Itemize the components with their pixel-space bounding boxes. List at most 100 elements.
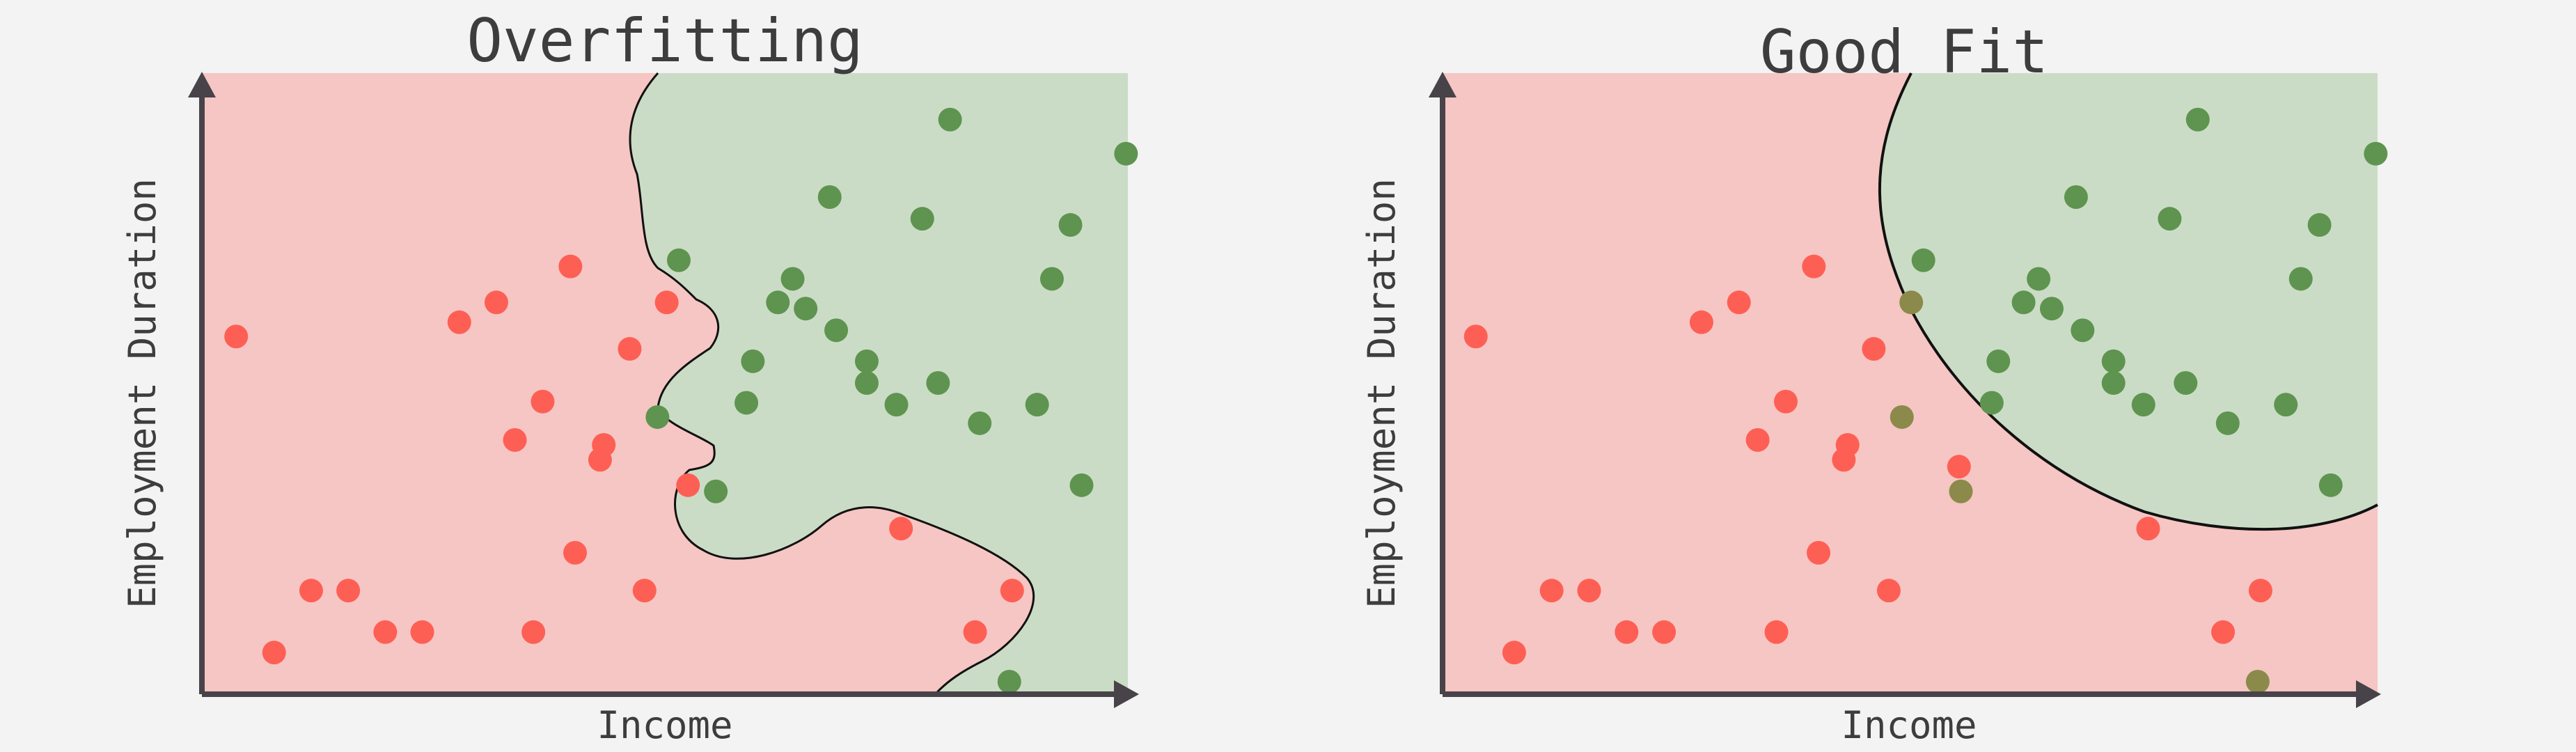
green-data-point [1069,473,1094,497]
green-data-point [766,290,790,315]
red-data-point [531,389,555,414]
green-data-point [854,371,879,395]
green-data-point [741,349,765,373]
olive-data-point [1899,290,1924,315]
panel-good-fit: Good Fit Income Employment Duration [1360,17,2388,747]
red-data-point [632,579,657,603]
red-data-point [1802,254,1826,279]
red-data-point [484,290,508,315]
red-data-point [676,473,700,497]
x-axis-arrow [1114,680,1139,708]
red-data-point [2136,517,2160,541]
green-data-point [1911,248,1935,272]
red-data-point [889,517,913,541]
green-data-point [2185,107,2210,132]
data-points [1463,107,2388,694]
red-data-point [373,620,398,644]
red-data-point [588,448,612,472]
red-data-point [963,620,987,644]
red-data-point [1502,641,1526,665]
red-data-point [521,620,546,644]
green-data-point [854,349,879,373]
red-data-point [1000,579,1024,603]
y-axis-arrow [1429,72,1456,97]
red-data-point [654,290,679,315]
green-data-point [2288,267,2313,291]
red-data-point [1876,579,1901,603]
green-data-point [1114,141,1138,166]
green-data-point [1979,391,2004,415]
green-data-point [2011,290,2036,315]
panel-title: Overfitting [466,6,863,76]
green-data-point [2307,213,2332,237]
red-data-point [2211,620,2236,644]
green-data-point [2131,393,2155,417]
red-data-point [336,579,361,603]
red-data-point [1615,620,1639,644]
red-data-point [1463,324,1488,349]
green-data-point [2174,371,2198,395]
red-data-point [563,540,587,565]
red-data-point [447,310,471,334]
green-data-point [2318,473,2343,497]
green-data-point [794,297,818,321]
x-axis-arrow [2356,680,2381,708]
data-points [224,107,1138,694]
panel-overfitting: Overfitting Income Employment Duration [120,6,1139,747]
y-axis-label: Employment Duration [1360,178,1404,609]
green-data-point [2101,371,2126,395]
red-data-point [1947,455,1971,479]
red-data-point [410,620,434,644]
green-data-point [2027,267,2051,291]
green-data-point [780,267,805,291]
red-data-point [299,579,323,603]
green-data-point [2364,141,2388,166]
green-data-point [2039,297,2064,321]
green-data-point [666,248,691,272]
red-data-point [1764,620,1789,644]
panel-title: Good Fit [1760,17,2048,87]
green-data-point [884,393,909,417]
green-data-point [1986,349,2011,373]
decision-boundary [1878,72,2378,531]
green-data-point [2071,318,2095,343]
red-data-point [1577,579,1601,603]
green-data-point [2215,411,2240,435]
green-data-point [2064,185,2088,209]
green-data-point [910,207,934,231]
red-data-point [558,254,583,279]
green-data-point [1058,213,1083,237]
green-data-point [1025,393,1049,417]
decision-boundary [629,72,1035,694]
red-data-point [1807,540,1831,565]
red-data-point [1773,389,1798,414]
green-data-point [704,479,728,503]
y-axis-label: Employment Duration [120,178,164,609]
green-data-point [938,107,962,132]
green-data-point [2274,393,2298,417]
green-data-point [824,318,849,343]
red-data-point [503,428,527,452]
red-data-point [618,337,642,361]
green-data-point [968,411,992,435]
x-axis-label: Income [1841,703,1977,747]
green-data-point [645,405,670,429]
y-axis-arrow [188,72,216,97]
red-data-point [1727,290,1751,315]
red-data-point [1652,620,1676,644]
olive-data-point [1890,405,1914,429]
x-axis-label: Income [597,703,732,747]
red-data-point [1745,428,1770,452]
green-data-point [997,669,1021,694]
green-data-point [735,391,759,415]
red-data-point [1832,448,1856,472]
red-data-point [1689,310,1713,334]
red-data-point [1862,337,1886,361]
green-data-point [817,185,842,209]
green-data-point [1039,267,1064,291]
red-data-point [262,641,286,665]
green-data-point [2101,349,2126,373]
olive-data-point [2245,669,2270,694]
